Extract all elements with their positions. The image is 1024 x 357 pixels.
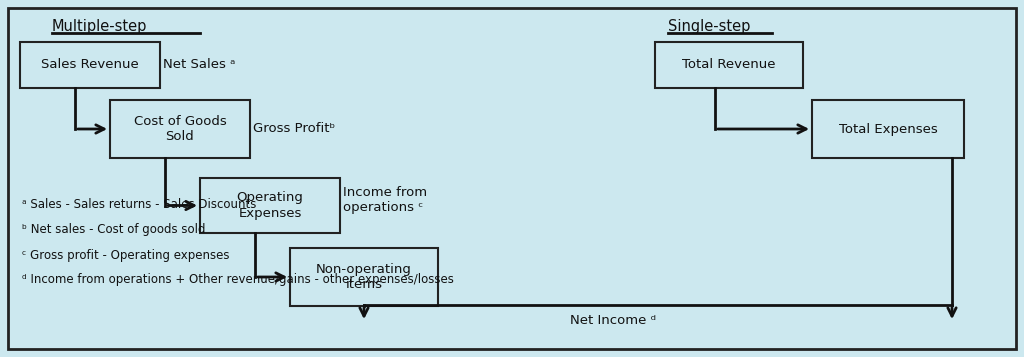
Bar [655,42,803,88]
Bar [200,178,340,233]
Bar [290,248,438,306]
Text: Single-step: Single-step [668,19,751,34]
Text: Total Revenue: Total Revenue [682,59,776,71]
Text: Sales Revenue: Sales Revenue [41,59,139,71]
Text: Net Sales ᵃ: Net Sales ᵃ [163,59,236,71]
Text: ᵇ Net sales - Cost of goods sold: ᵇ Net sales - Cost of goods sold [22,223,206,236]
Text: Non-operating
items: Non-operating items [316,263,412,291]
Text: ᶜ Gross profit - Operating expenses: ᶜ Gross profit - Operating expenses [22,248,229,261]
Text: Cost of Goods
Sold: Cost of Goods Sold [133,115,226,143]
Text: Operating
Expenses: Operating Expenses [237,191,303,220]
Bar [20,42,160,88]
Text: ᵃ Sales - Sales returns - Sales Discounts: ᵃ Sales - Sales returns - Sales Discount… [22,198,256,211]
Text: Income from
operations ᶜ: Income from operations ᶜ [343,186,427,214]
Text: Multiple-step: Multiple-step [52,19,147,34]
Bar [812,100,964,158]
Bar [110,100,250,158]
Text: ᵈ Income from operations + Other revenue/gains - other expenses/losses: ᵈ Income from operations + Other revenue… [22,273,454,287]
Text: Total Expenses: Total Expenses [839,122,937,136]
Text: Net Income ᵈ: Net Income ᵈ [570,313,656,327]
Text: Gross Profitᵇ: Gross Profitᵇ [253,122,335,136]
